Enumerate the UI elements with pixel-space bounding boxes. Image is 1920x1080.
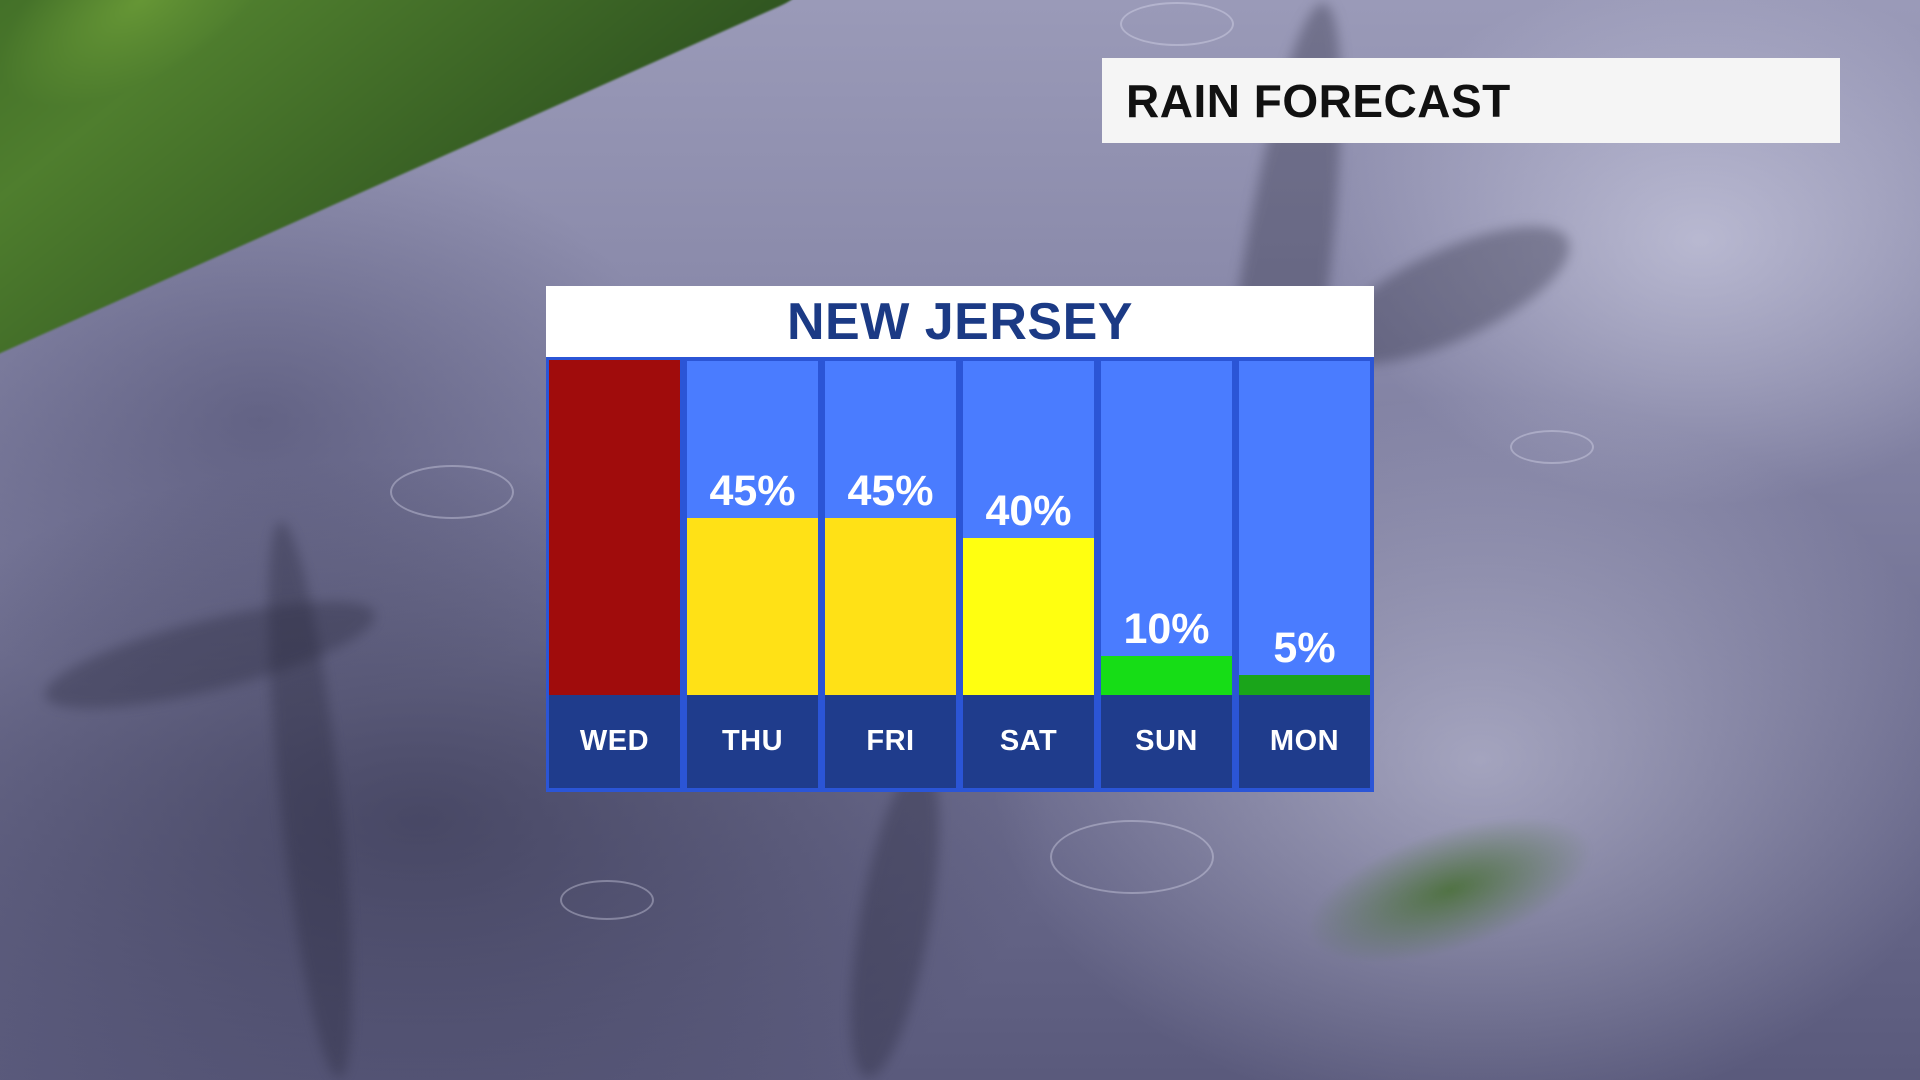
rain-ripple xyxy=(390,465,514,519)
chart-title: NEW JERSEY xyxy=(787,292,1133,351)
bar-value-label: 5% xyxy=(1273,624,1336,672)
rain-ripple xyxy=(1050,820,1214,894)
bar-column-wed: 85% WED xyxy=(549,310,680,788)
reflection xyxy=(832,756,958,1080)
day-label: MON xyxy=(1269,725,1340,757)
day-label: SUN xyxy=(1135,725,1198,757)
bar-value-label: 45% xyxy=(709,467,796,515)
bar-column-fri: 45% FRI xyxy=(825,361,956,788)
bar-fri xyxy=(825,518,956,695)
fallen-leaves xyxy=(1288,786,1612,994)
day-label: SAT xyxy=(999,725,1058,757)
day-label-box: MON xyxy=(1239,695,1370,788)
bar-column-sun: 10% SUN xyxy=(1101,361,1232,788)
bar-value-label: 85% xyxy=(571,309,658,357)
bar-background xyxy=(1239,361,1370,695)
day-label-box: THU xyxy=(687,695,818,788)
banner-title: RAIN FORECAST xyxy=(1126,74,1511,127)
day-label-box: FRI xyxy=(825,695,956,788)
bar-column-thu: 45% THU xyxy=(687,361,818,788)
day-label-box: WED xyxy=(549,695,680,788)
bar-wed xyxy=(549,360,680,695)
day-label: FRI xyxy=(866,725,915,757)
rain-ripple xyxy=(560,880,654,920)
day-label-box: SAT xyxy=(963,695,1094,788)
bar-background xyxy=(1101,361,1232,695)
bar-column-mon: 5% MON xyxy=(1239,361,1370,788)
reflection xyxy=(36,579,384,731)
bar-value-label: 10% xyxy=(1123,605,1210,653)
day-label: WED xyxy=(579,725,650,757)
rain-chance-chart: NEW JERSEY 85% WED 45% THU 45% FRI 40% SAT 10% SU… xyxy=(546,286,1374,792)
bar-value-label: 40% xyxy=(985,487,1072,535)
day-label: THU xyxy=(721,725,784,757)
bar-value-label: 45% xyxy=(847,467,934,515)
bar-sun xyxy=(1101,656,1232,695)
bar-mon xyxy=(1239,675,1370,695)
bar-thu xyxy=(687,518,818,695)
rain-ripple xyxy=(1120,2,1234,46)
chart-body: 85% WED 45% THU 45% FRI 40% SAT 10% SUN 5% MON xyxy=(546,310,1374,792)
bar-column-sat: 40% SAT xyxy=(963,361,1094,788)
chart-header: NEW JERSEY xyxy=(546,286,1374,357)
rain-ripple xyxy=(1510,430,1594,464)
bar-sat xyxy=(963,538,1094,695)
day-label-box: SUN xyxy=(1101,695,1232,788)
title-banner: RAIN FORECAST xyxy=(1102,58,1840,143)
